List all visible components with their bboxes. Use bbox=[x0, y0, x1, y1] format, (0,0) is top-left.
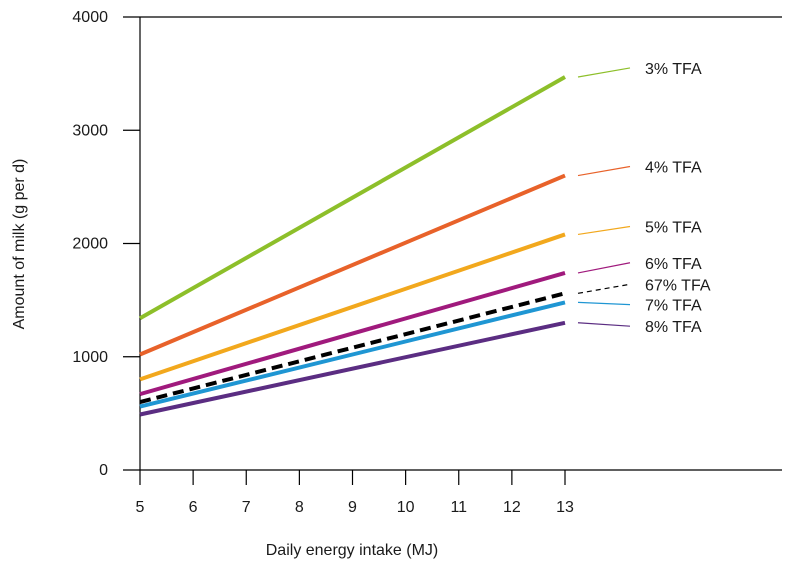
x-tick-label: 12 bbox=[503, 499, 521, 516]
x-tick-label: 9 bbox=[348, 499, 357, 516]
legend: 3% TFA 4% TFA 5% TFA 6% TFA 67% TFA 7% TFA 8% … bbox=[577, 61, 711, 336]
series-line bbox=[139, 232, 566, 382]
legend-label: 5% TFA bbox=[645, 220, 702, 237]
y-tick-label: 4000 bbox=[72, 9, 108, 26]
series-line bbox=[139, 271, 566, 397]
legend-label: 3% TFA bbox=[645, 61, 702, 78]
legend-leader-line bbox=[577, 262, 631, 274]
x-tick-label: 13 bbox=[556, 499, 574, 516]
x-axis-label: Daily energy intake (MJ) bbox=[266, 542, 439, 559]
legend-label: 4% TFA bbox=[645, 159, 702, 176]
y-tick-label: 2000 bbox=[72, 236, 108, 253]
legend-leader-line bbox=[577, 67, 631, 78]
legend-leader-line bbox=[577, 301, 631, 306]
series-line bbox=[139, 75, 566, 320]
legend-label: 8% TFA bbox=[645, 319, 702, 336]
legend-label: 6% TFA bbox=[645, 256, 702, 273]
legend-leader-line bbox=[577, 322, 631, 327]
legend-leader-line bbox=[577, 283, 631, 294]
y-tick-label: 1000 bbox=[72, 349, 108, 366]
x-tick-label: 6 bbox=[189, 499, 198, 516]
x-tick-label: 7 bbox=[242, 499, 251, 516]
y-ticks: 0 1000 2000 3000 4000 bbox=[72, 9, 140, 479]
y-tick-label: 0 bbox=[99, 462, 108, 479]
x-ticks: 5 6 7 8 9 10 11 12 13 bbox=[136, 470, 574, 516]
y-tick-label: 3000 bbox=[72, 122, 108, 139]
x-tick-label: 11 bbox=[450, 499, 467, 516]
series-lines bbox=[139, 75, 566, 417]
axes bbox=[139, 16, 782, 471]
x-tick-label: 10 bbox=[397, 499, 415, 516]
series-line bbox=[139, 291, 566, 404]
legend-label: 7% TFA bbox=[645, 298, 702, 315]
series-line bbox=[139, 300, 566, 409]
x-tick-label: 5 bbox=[136, 499, 145, 516]
x-tick-label: 8 bbox=[295, 499, 304, 516]
series-line bbox=[139, 173, 566, 357]
legend-label: 67% TFA bbox=[645, 277, 711, 294]
series-line bbox=[139, 320, 566, 417]
legend-leader-line bbox=[577, 225, 631, 236]
y-axis-label: Amount of milk (g per d) bbox=[11, 159, 28, 330]
legend-leader-line bbox=[577, 165, 631, 177]
